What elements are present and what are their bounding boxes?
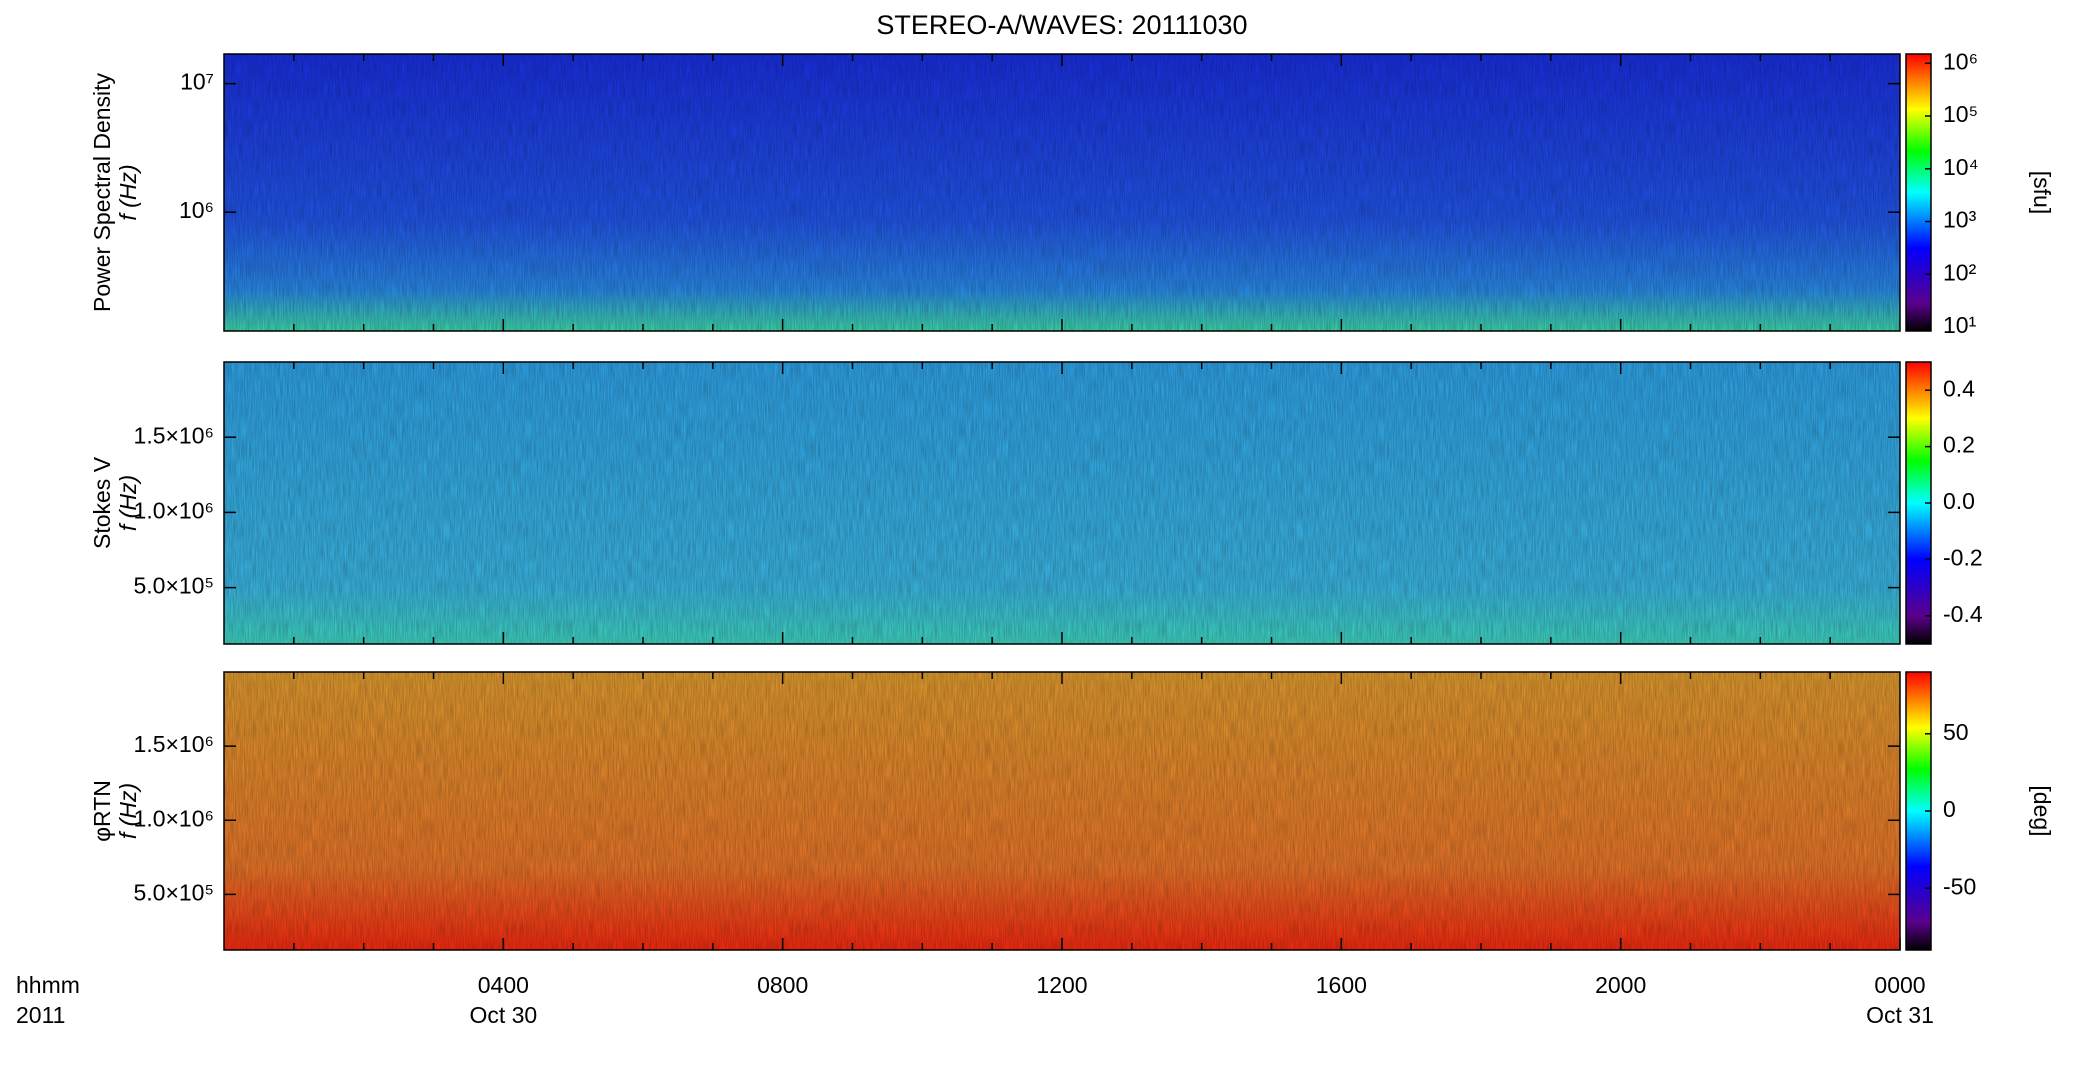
time-label: hhmm	[16, 972, 80, 998]
y-axis-label: f (Hz)	[115, 475, 141, 531]
y-axis-label: φRTN	[89, 780, 115, 842]
x-tick-label: 0400	[478, 972, 529, 998]
colorbar-tick-label: 0.0	[1943, 488, 1975, 514]
y-tick-label: 10⁷	[180, 69, 214, 95]
colorbar-tick-label: 10²	[1943, 259, 1977, 285]
colorbar-label: [deg]	[2029, 785, 2055, 836]
y-axis-label: f (Hz)	[115, 783, 141, 839]
y-tick-label: 1.5×10⁶	[134, 422, 214, 448]
date-label: Oct 31	[1866, 1002, 1934, 1028]
y-tick-label: 1.5×10⁶	[134, 731, 214, 757]
x-tick-label: 0800	[757, 972, 808, 998]
y-tick-label: 10⁶	[179, 197, 214, 223]
colorbar-tick-label: 10¹	[1943, 312, 1977, 338]
x-tick-label: 2000	[1595, 972, 1646, 998]
x-tick-label: 1200	[1036, 972, 1087, 998]
spectrogram-texture	[224, 54, 1900, 331]
y-axis-label: Power Spectral Density	[89, 72, 115, 312]
y-axis-label: Stokes V	[89, 456, 115, 549]
colorbar-tick-label: 10⁴	[1943, 154, 1978, 180]
spectrogram-texture	[224, 672, 1900, 950]
colorbar-tick-label: 10⁶	[1943, 48, 1978, 74]
y-tick-label: 5.0×10⁵	[133, 879, 214, 905]
spectrogram-texture	[224, 362, 1900, 644]
colorbar	[1905, 53, 1932, 332]
colorbar-tick-label: 50	[1943, 719, 1969, 745]
y-tick-label: 1.0×10⁶	[134, 497, 214, 523]
colorbar-tick-label: -50	[1943, 873, 1976, 899]
y-tick-label: 1.0×10⁶	[134, 805, 214, 831]
colorbar-tick-label: -0.4	[1943, 601, 1983, 627]
chart-title: STEREO-A/WAVES: 20111030	[876, 10, 1247, 40]
colorbar-tick-label: -0.2	[1943, 544, 1983, 570]
y-tick-label: 5.0×10⁵	[133, 573, 214, 599]
y-axis-label: f (Hz)	[115, 164, 141, 220]
x-tick-label: 0000	[1874, 972, 1925, 998]
colorbar-tick-label: 10³	[1943, 207, 1977, 233]
x-tick-label: 1600	[1316, 972, 1367, 998]
colorbar-tick-label: 0.4	[1943, 375, 1975, 401]
time-label: 2011	[16, 1002, 65, 1028]
colorbar-tick-label: 0.2	[1943, 432, 1975, 458]
colorbar-label: [sfu]	[2029, 171, 2055, 214]
colorbar-tick-label: 0	[1943, 796, 1956, 822]
date-label: Oct 30	[469, 1002, 537, 1028]
colorbar-tick-label: 10⁵	[1943, 101, 1978, 127]
